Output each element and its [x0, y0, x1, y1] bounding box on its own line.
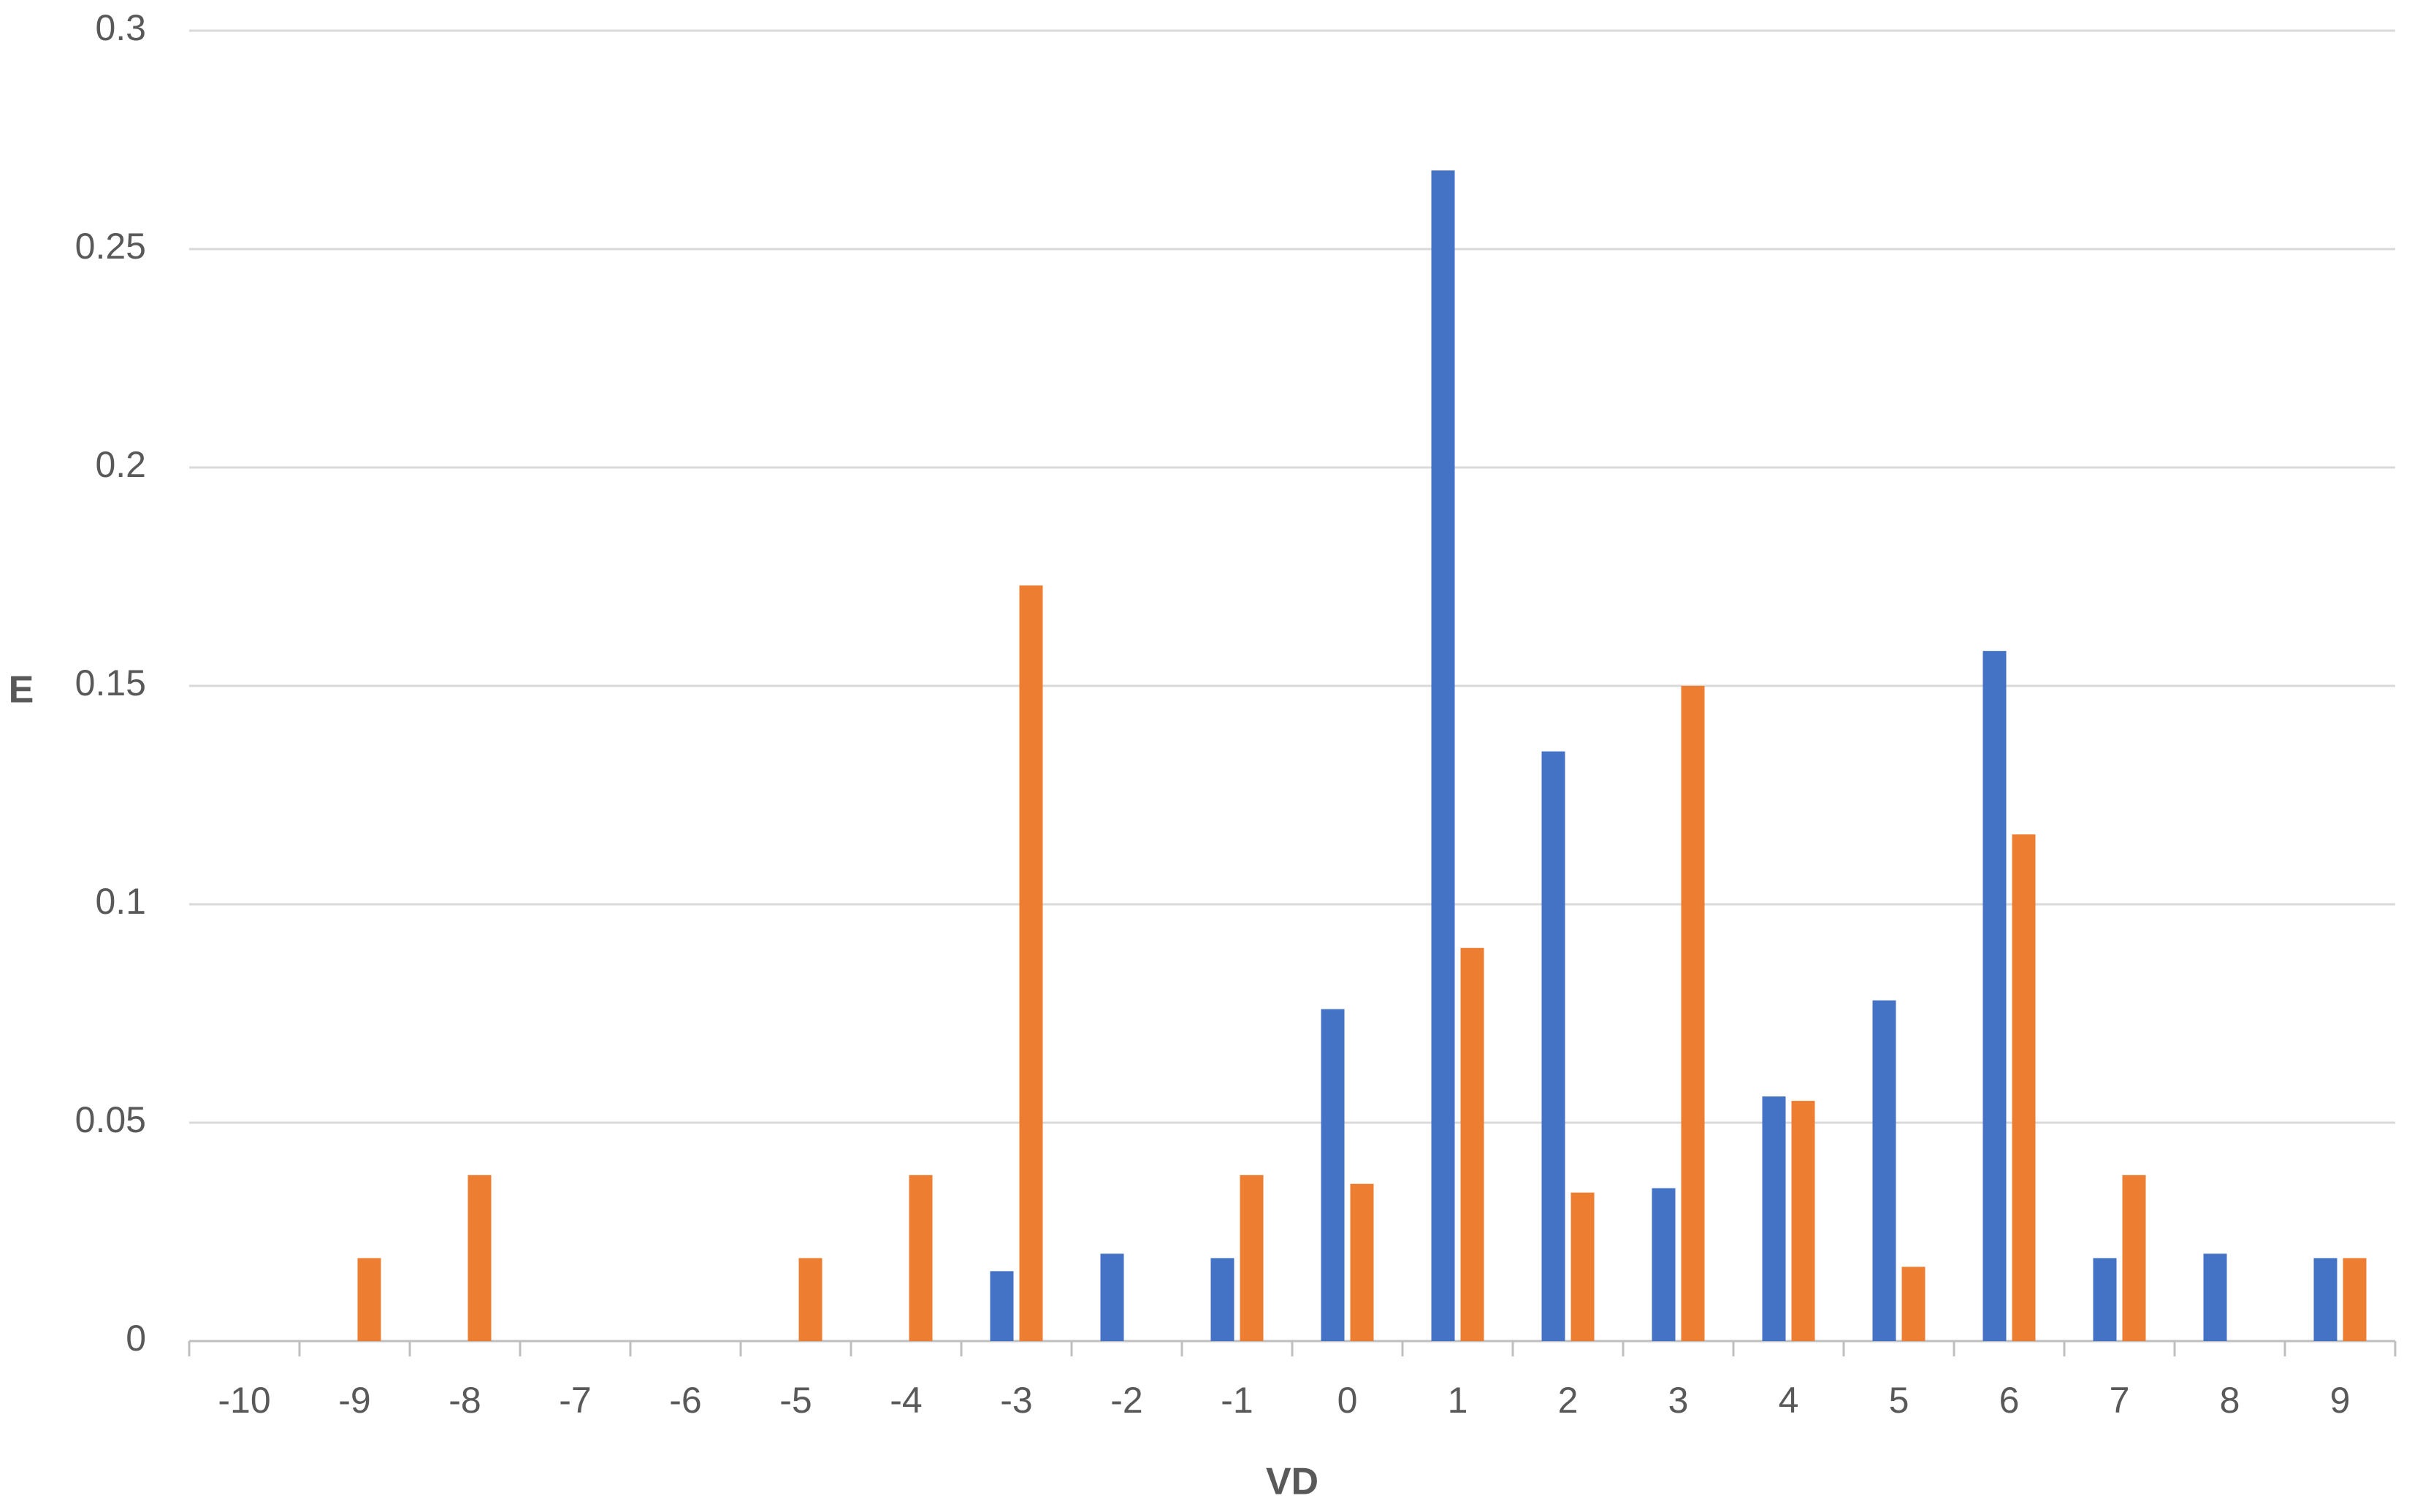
bar — [1791, 1101, 1815, 1341]
bar — [1652, 1188, 1676, 1341]
y-tick-label: 0.05 — [75, 1099, 146, 1140]
bar — [1460, 947, 1484, 1341]
y-tick-label: 0 — [126, 1318, 146, 1359]
bar — [2122, 1175, 2146, 1341]
x-tick-label: 2 — [1558, 1380, 1579, 1421]
y-tick-label: 0.25 — [75, 226, 146, 267]
bar — [1350, 1183, 1374, 1341]
y-tick-label: 0.2 — [95, 444, 146, 485]
bar — [2093, 1258, 2117, 1341]
bar — [1019, 585, 1043, 1342]
x-tick-label: -4 — [890, 1380, 922, 1421]
bar — [1541, 751, 1565, 1341]
x-tick-label: -7 — [559, 1380, 591, 1421]
bar — [1240, 1175, 1264, 1341]
x-tick-label: 9 — [2330, 1380, 2351, 1421]
bar — [1681, 686, 1705, 1341]
bar — [2203, 1253, 2227, 1341]
x-tick-label: -2 — [1110, 1380, 1142, 1421]
x-tick-label: 1 — [1448, 1380, 1468, 1421]
bar — [2313, 1258, 2337, 1341]
bar — [1982, 651, 2007, 1341]
bar — [798, 1258, 823, 1341]
x-tick-label: 5 — [1889, 1380, 1909, 1421]
bar — [467, 1175, 492, 1341]
y-axis-title: E — [9, 669, 34, 711]
x-tick-label: 3 — [1668, 1380, 1689, 1421]
x-tick-label: -1 — [1221, 1380, 1253, 1421]
bar — [1872, 1000, 1896, 1341]
x-tick-label: 8 — [2220, 1380, 2240, 1421]
x-tick-label: 6 — [1999, 1380, 2020, 1421]
x-tick-label: 0 — [1337, 1380, 1358, 1421]
x-tick-label: -5 — [779, 1380, 812, 1421]
bar — [1571, 1192, 1595, 1341]
bar — [1100, 1253, 1124, 1341]
bar — [1431, 170, 1455, 1342]
x-tick-label: -8 — [449, 1380, 481, 1421]
bar — [1321, 1009, 1345, 1341]
x-tick-label: -3 — [1000, 1380, 1032, 1421]
bar — [1901, 1267, 1926, 1341]
x-tick-label: -9 — [338, 1380, 370, 1421]
bar — [990, 1271, 1014, 1341]
bar — [1210, 1258, 1234, 1341]
y-tick-label: 0.15 — [75, 663, 146, 703]
bar — [357, 1258, 381, 1341]
x-tick-label: -6 — [669, 1380, 701, 1421]
x-tick-label: 7 — [2110, 1380, 2130, 1421]
y-tick-label: 0.1 — [95, 881, 146, 922]
y-tick-label: 0.3 — [95, 7, 146, 48]
x-tick-label: 4 — [1779, 1380, 1799, 1421]
bar — [909, 1175, 933, 1341]
x-axis-title: VD — [1266, 1461, 1318, 1503]
bar — [2012, 834, 2036, 1341]
bar — [1762, 1096, 1786, 1341]
x-tick-label: -10 — [218, 1380, 270, 1421]
bar — [2343, 1258, 2367, 1341]
